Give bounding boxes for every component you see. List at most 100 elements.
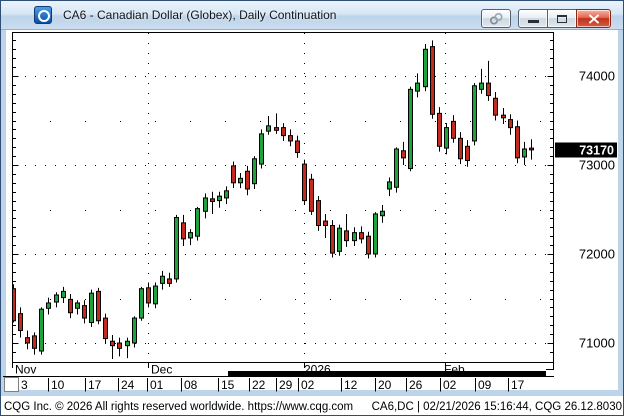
x-axis-month-label: Dec <box>151 363 172 377</box>
x-axis-month-label: Nov <box>15 363 36 377</box>
candle <box>188 229 193 246</box>
candle <box>139 286 144 321</box>
candle <box>13 284 16 323</box>
y-axis-label: 71000 <box>579 336 615 351</box>
candle <box>125 337 130 359</box>
candle <box>117 337 122 357</box>
candle <box>486 60 491 101</box>
candle <box>46 297 51 315</box>
candle <box>61 286 66 303</box>
y-axis-ticks <box>12 40 554 353</box>
candle <box>522 141 527 165</box>
candle <box>217 191 222 208</box>
grid <box>13 33 553 362</box>
candle <box>451 115 456 143</box>
link-button[interactable] <box>481 9 511 28</box>
window-frame-right <box>618 29 623 392</box>
candle <box>359 226 364 244</box>
title-bar: CA6 - Canadian Dollar (Globex), Daily Co… <box>1 1 623 30</box>
candle <box>89 289 94 327</box>
candle <box>32 332 37 355</box>
candle <box>18 307 23 338</box>
candle <box>259 129 264 169</box>
candle <box>167 272 172 287</box>
last-price-value: 73170 <box>579 144 614 158</box>
window-title: CA6 - Canadian Dollar (Globex), Daily Co… <box>63 8 337 22</box>
candle <box>203 193 208 219</box>
copyright-text: CQG Inc. © 2026 All rights reserved worl… <box>4 400 354 413</box>
candle <box>103 313 108 343</box>
candle <box>501 108 506 125</box>
candle <box>295 135 300 158</box>
candle <box>110 334 115 360</box>
candle <box>316 196 321 231</box>
status-bar: CQG Inc. © 2026 All rights reserved worl… <box>1 396 623 415</box>
candle <box>493 92 498 121</box>
candle <box>181 214 186 246</box>
candle <box>75 300 80 315</box>
candle <box>274 113 279 134</box>
candle <box>337 224 342 256</box>
maximize-button[interactable] <box>547 9 577 28</box>
candle <box>529 139 534 160</box>
candle <box>380 205 385 223</box>
candle <box>195 206 200 241</box>
candle <box>352 227 357 246</box>
y-axis-label: 72000 <box>579 247 615 262</box>
candle <box>68 294 73 319</box>
candle <box>408 86 413 172</box>
cqg-logo-icon <box>34 6 52 24</box>
candle <box>96 287 101 325</box>
candle <box>39 307 44 355</box>
candle <box>160 270 165 290</box>
candle <box>252 156 257 190</box>
candle <box>302 159 307 206</box>
window-frame-bottom <box>1 390 623 397</box>
candle <box>174 214 179 283</box>
candle <box>238 173 243 189</box>
candle <box>323 213 328 238</box>
candle <box>465 140 470 167</box>
candle <box>281 123 286 141</box>
y-axis-label: 74000 <box>579 69 615 84</box>
close-icon <box>588 14 599 23</box>
candle <box>366 231 371 259</box>
candle <box>472 83 477 146</box>
candle <box>25 330 30 350</box>
candle <box>430 40 435 119</box>
candle <box>309 173 314 215</box>
candle <box>458 132 463 165</box>
candle <box>54 292 59 308</box>
candle <box>146 282 151 308</box>
candle <box>231 161 236 189</box>
session-info-text: CA6,DC | 02/21/2026 15:16:44, CQG 26.12.… <box>371 400 622 413</box>
minimize-button[interactable] <box>518 9 548 28</box>
candle <box>266 116 271 135</box>
candle <box>479 68 484 94</box>
candle <box>423 43 428 92</box>
candle <box>344 213 349 247</box>
scroll-home-box[interactable] <box>4 377 19 392</box>
candle <box>444 123 449 155</box>
candle <box>132 316 137 348</box>
candle <box>82 300 87 324</box>
candles <box>13 40 534 360</box>
candle <box>288 129 293 147</box>
chain-link-icon <box>489 12 503 25</box>
candle <box>210 191 215 214</box>
minimize-icon <box>528 20 539 23</box>
window-frame-left <box>1 29 6 392</box>
candle <box>515 120 520 164</box>
candle <box>245 165 250 196</box>
last-price-badge: 73170 <box>555 142 617 158</box>
close-button[interactable] <box>576 9 611 28</box>
candle <box>401 141 406 165</box>
candle <box>394 147 399 193</box>
scrollbar-thumb[interactable] <box>228 371 546 377</box>
candle <box>387 177 392 197</box>
candle <box>415 73 420 98</box>
y-axis-label: 73000 <box>579 158 615 173</box>
